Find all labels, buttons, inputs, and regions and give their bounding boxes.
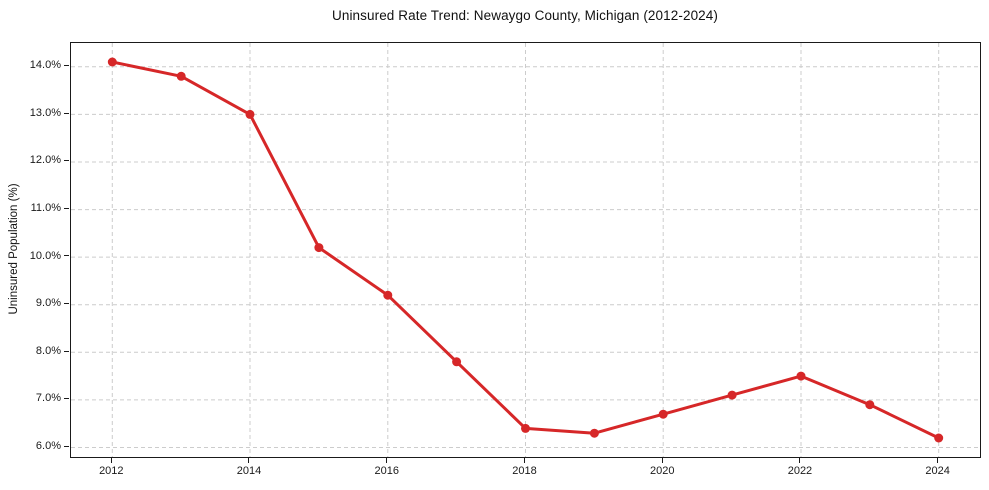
x-tick-mark <box>799 458 801 463</box>
data-point-marker <box>934 433 944 443</box>
data-point-marker <box>383 290 393 300</box>
y-tick-mark <box>64 255 69 257</box>
data-point-marker <box>314 243 324 253</box>
y-tick-mark <box>64 303 69 305</box>
data-point-marker <box>865 400 875 410</box>
data-point-marker <box>176 71 186 81</box>
y-tick-label: 6.0% <box>35 439 61 452</box>
line-chart-canvas <box>71 43 980 457</box>
y-tick-mark <box>64 398 69 400</box>
data-point-marker <box>107 57 117 67</box>
data-point-marker <box>589 428 599 438</box>
y-tick-label: 12.0% <box>29 154 61 167</box>
y-tick-label: 10.0% <box>29 249 61 262</box>
x-tick-label: 2016 <box>374 465 399 477</box>
x-tick-mark <box>523 458 525 463</box>
x-tick-label: 2014 <box>236 465 262 477</box>
x-tick-mark <box>936 458 938 463</box>
data-point-marker <box>658 409 668 419</box>
x-tick-mark <box>248 458 250 463</box>
x-tick-mark <box>661 458 663 463</box>
x-tick-label: 2020 <box>649 465 675 477</box>
y-tick-label: 8.0% <box>35 344 61 357</box>
x-tick-label: 2012 <box>99 465 124 477</box>
y-tick-mark <box>64 445 69 447</box>
x-tick-label: 2024 <box>925 465 950 477</box>
data-point-marker <box>796 371 806 381</box>
y-tick-mark <box>64 350 69 352</box>
data-point-marker <box>521 423 530 433</box>
y-tick-label: 13.0% <box>29 106 61 119</box>
y-tick-label: 9.0% <box>35 297 61 310</box>
x-tick-label: 2022 <box>787 465 813 477</box>
y-tick-mark <box>64 112 69 114</box>
y-tick-label: 14.0% <box>29 59 61 72</box>
y-tick-label: 11.0% <box>30 202 61 215</box>
x-tick-mark <box>110 458 112 463</box>
data-point-marker <box>452 357 462 367</box>
y-tick-mark <box>64 160 69 162</box>
plot-area <box>70 42 981 458</box>
chart-title: Uninsured Rate Trend: Newaygo County, Mi… <box>331 8 718 23</box>
data-point-marker <box>245 109 255 119</box>
y-tick-mark <box>64 207 69 209</box>
x-tick-label: 2018 <box>512 465 537 477</box>
x-tick-mark <box>386 458 388 463</box>
y-tick-label: 7.0% <box>35 392 61 405</box>
data-point-marker <box>727 390 737 400</box>
y-tick-mark <box>64 65 69 67</box>
